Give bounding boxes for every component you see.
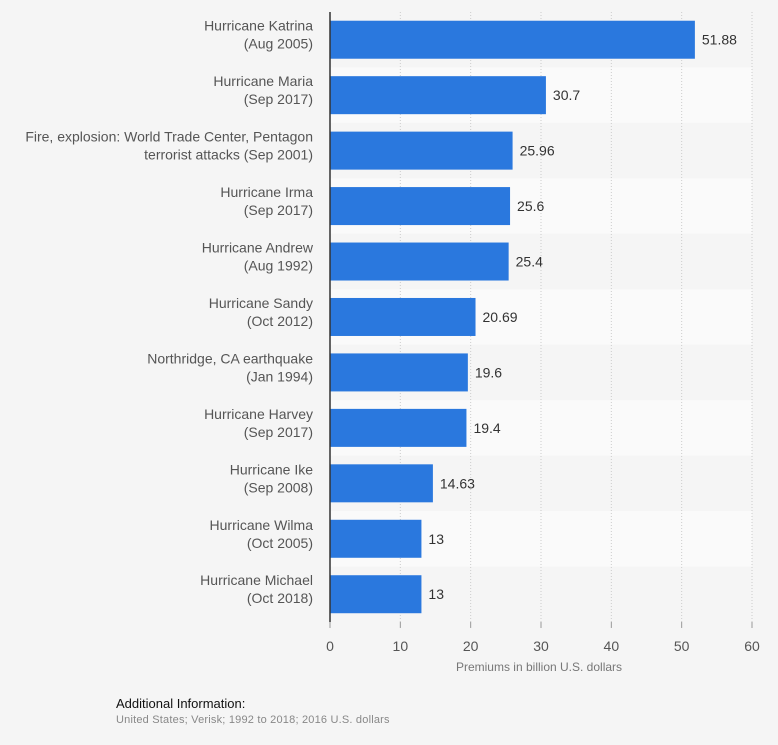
category-label: (Aug 2005) bbox=[244, 36, 313, 52]
x-tick-label: 0 bbox=[326, 638, 334, 654]
bar bbox=[330, 464, 433, 503]
bar bbox=[330, 131, 513, 170]
category-label: (Oct 2018) bbox=[247, 590, 313, 606]
category-label: Hurricane Irma bbox=[220, 184, 313, 200]
category-label: (Sep 2017) bbox=[244, 202, 313, 218]
bar bbox=[330, 519, 422, 558]
category-label: (Oct 2012) bbox=[247, 313, 313, 329]
value-label: 20.69 bbox=[483, 309, 518, 325]
bar-chart: 51.88 Hurricane Katrina (Aug 2005) 30.7 Hurr… bbox=[25, 12, 760, 674]
value-label: 19.6 bbox=[475, 364, 502, 380]
additional-info-text: United States; Verisk; 1992 to 2018; 201… bbox=[116, 714, 390, 726]
x-tick-label: 40 bbox=[604, 638, 620, 654]
x-axis-title: Premiums in billion U.S. dollars bbox=[456, 660, 622, 674]
category-label: Hurricane Sandy bbox=[209, 295, 313, 311]
x-tick-label: 30 bbox=[533, 638, 549, 654]
value-label: 25.6 bbox=[517, 198, 544, 214]
category-label: Hurricane Andrew bbox=[202, 240, 314, 256]
bar bbox=[330, 187, 511, 226]
x-tick-label: 50 bbox=[674, 638, 690, 654]
bar bbox=[330, 242, 509, 281]
category-label: Hurricane Maria bbox=[213, 73, 313, 89]
x-tick-label: 20 bbox=[463, 638, 479, 654]
value-label: 19.4 bbox=[473, 420, 500, 436]
category-label: Hurricane Wilma bbox=[210, 517, 314, 533]
category-label: terrorist attacks (Sep 2001) bbox=[144, 147, 313, 163]
value-label: 30.7 bbox=[553, 87, 580, 103]
chart-area: 51.88 Hurricane Katrina (Aug 2005) 30.7 Hurr… bbox=[25, 12, 760, 674]
bar bbox=[330, 297, 476, 336]
bar bbox=[330, 575, 422, 614]
category-label: Hurricane Harvey bbox=[204, 406, 313, 422]
category-label: Northridge, CA earthquake bbox=[147, 350, 313, 366]
bar bbox=[330, 353, 468, 392]
category-label: (Sep 2017) bbox=[244, 424, 313, 440]
category-label: (Sep 2017) bbox=[244, 91, 313, 107]
value-label: 51.88 bbox=[702, 32, 737, 48]
bar bbox=[330, 20, 695, 59]
category-label: (Jan 1994) bbox=[246, 368, 313, 384]
additional-information: Additional Information: United States; V… bbox=[116, 696, 390, 728]
category-label: (Sep 2008) bbox=[244, 479, 313, 495]
additional-info-title: Additional Information: bbox=[116, 696, 246, 711]
category-label: Hurricane Ike bbox=[230, 461, 313, 477]
category-label: (Aug 1992) bbox=[244, 258, 313, 274]
x-tick-label: 10 bbox=[393, 638, 409, 654]
bar bbox=[330, 76, 546, 115]
bar bbox=[330, 408, 467, 447]
value-label: 13 bbox=[428, 586, 444, 602]
value-label: 25.4 bbox=[516, 254, 543, 270]
value-label: 14.63 bbox=[440, 475, 475, 491]
value-label: 25.96 bbox=[520, 143, 555, 159]
category-label: Hurricane Michael bbox=[200, 572, 313, 588]
category-label: (Oct 2005) bbox=[247, 535, 313, 551]
value-label: 13 bbox=[428, 531, 444, 547]
category-label: Hurricane Katrina bbox=[204, 18, 313, 34]
category-label: Fire, explosion: World Trade Center, Pen… bbox=[25, 129, 313, 145]
x-tick-label: 60 bbox=[744, 638, 760, 654]
